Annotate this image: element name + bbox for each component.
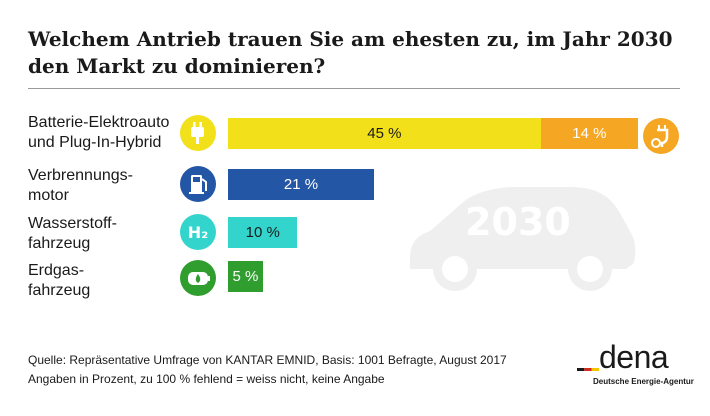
car-silhouette-icon: 2030	[410, 187, 636, 291]
chart-title: Welchem Antrieb trauen Sie am ehesten zu…	[28, 27, 673, 78]
category-label-h2: Wasserstoff- fahrzeug	[28, 214, 117, 254]
gas-tank-icon	[180, 260, 216, 296]
title-divider	[28, 88, 680, 89]
plug-hybrid-icon	[643, 118, 679, 154]
bar-2: 10 %	[228, 217, 298, 248]
category-label-cng: Erdgas- fahrzeug	[28, 261, 90, 301]
plug-icon	[180, 115, 216, 151]
bar-value-label: 10 %	[245, 224, 280, 241]
bar-value-label: 21 %	[283, 176, 319, 193]
h2-icon: H₂	[180, 214, 216, 250]
category-label-line: Batterie-Elektroauto	[28, 114, 170, 131]
fuel-pump-icon	[180, 166, 216, 202]
logo-tagline: Deutsche Energie-Agentur	[593, 377, 694, 386]
category-label-bev: Batterie-Elektroauto und Plug-In-Hybrid	[28, 113, 169, 153]
footnote: Angaben in Prozent, zu 100 % fehlend = w…	[28, 372, 385, 386]
bar-value-label: 14 %	[572, 125, 607, 142]
bar-1: 21 %	[228, 169, 374, 200]
category-label-line: Wasserstoff-	[28, 215, 117, 232]
bar-value-label: 45 %	[367, 125, 402, 142]
bar-3: 5 %	[228, 261, 263, 292]
dena-logo: dena	[599, 339, 669, 375]
bar-0: 45 %	[228, 118, 541, 149]
bar-hybrid-0: 14 %	[540, 118, 638, 149]
category-label-line: motor	[28, 187, 69, 204]
category-label-line: und Plug-In-Hybrid	[28, 134, 162, 151]
category-label-line: Verbrennungs-	[28, 167, 133, 184]
source-note: Quelle: Repräsentative Umfrage von KANTA…	[28, 353, 507, 367]
category-label-ice: Verbrennungs- motor	[28, 166, 133, 206]
bar-value-label: 5 %	[232, 268, 259, 285]
category-label-line: Erdgas-	[28, 262, 85, 279]
category-label-line: fahrzeug	[28, 235, 91, 252]
car-year-text: 2030	[465, 200, 571, 244]
h2-icon-text: H₂	[188, 223, 208, 242]
logo-flag-stripe	[577, 368, 599, 371]
category-label-line: fahrzeug	[28, 282, 91, 299]
